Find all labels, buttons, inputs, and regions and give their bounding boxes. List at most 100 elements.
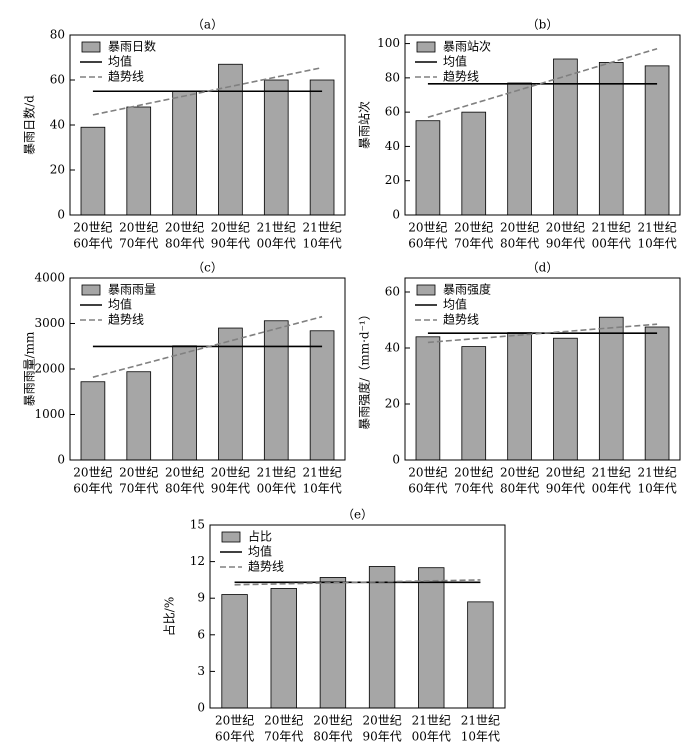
y-tick-label: 20 xyxy=(385,173,400,187)
bar xyxy=(553,337,578,461)
x-tick-label: 20世纪 xyxy=(313,714,352,728)
y-tick-label: 20 xyxy=(50,163,65,177)
bar xyxy=(126,371,152,461)
x-tick-label: 21世纪 xyxy=(637,466,676,480)
bar xyxy=(461,346,487,461)
legend-label: 均值 xyxy=(248,544,272,559)
y-tick-label: 0 xyxy=(392,453,400,467)
legend-label: 均值 xyxy=(108,54,132,69)
legend-label: 趋势线 xyxy=(443,313,479,327)
bar xyxy=(553,58,578,216)
plot-frame xyxy=(404,34,681,216)
bar xyxy=(172,90,197,216)
trend-line xyxy=(427,323,658,344)
x-tick-label: 21世纪 xyxy=(461,714,500,728)
y-axis-label: 占比/% xyxy=(162,597,177,636)
x-tick-label: 21世纪 xyxy=(302,466,341,480)
y-tick-label: 3 xyxy=(197,664,205,678)
x-tick-label: 20世纪 xyxy=(454,221,493,235)
y-tick-label: 40 xyxy=(385,341,400,355)
x-tick-label: 10年代 xyxy=(637,482,676,496)
y-tick-label: 15 xyxy=(190,518,205,532)
x-tick-label: 60年代 xyxy=(215,730,254,744)
legend-label: 趋势线 xyxy=(248,560,284,574)
bar xyxy=(467,601,494,709)
x-tick-label: 20世纪 xyxy=(211,221,250,235)
plot-frame xyxy=(209,524,506,709)
legend-label: 暴雨雨量 xyxy=(108,283,156,297)
y-tick-label: 60 xyxy=(50,73,65,87)
x-tick-label: 70年代 xyxy=(454,237,493,251)
bar xyxy=(126,106,152,216)
bar xyxy=(507,332,532,461)
y-tick-label: 0 xyxy=(57,208,65,222)
legend-label: 暴雨日数 xyxy=(108,39,156,54)
x-tick-label: 20世纪 xyxy=(119,466,158,480)
plot-frame xyxy=(404,277,681,461)
legend-swatch xyxy=(416,284,436,296)
legend-label: 趋势线 xyxy=(108,70,144,84)
bar xyxy=(80,381,106,461)
panel: （d） 暴雨强度/（mm·d⁻¹） 0 20 40 60 20世纪 60年代 20世纪 70年代 2… xyxy=(357,261,681,496)
x-tick-label: 90年代 xyxy=(211,482,250,496)
x-tick-label: 20世纪 xyxy=(362,714,401,728)
x-tick-label: 21世纪 xyxy=(592,221,631,235)
y-tick-label: 3000 xyxy=(34,316,65,330)
x-tick-label: 80年代 xyxy=(165,237,204,251)
x-tick-label: 70年代 xyxy=(119,482,158,496)
y-tick-label: 9 xyxy=(197,591,205,605)
y-tick-label: 4000 xyxy=(34,271,65,285)
x-tick-label: 90年代 xyxy=(546,237,585,251)
y-tick-label: 40 xyxy=(385,139,400,153)
bar xyxy=(263,79,289,216)
x-tick-label: 90年代 xyxy=(362,730,401,744)
x-tick-label: 20世纪 xyxy=(454,466,493,480)
x-tick-label: 21世纪 xyxy=(257,466,296,480)
trend-line xyxy=(92,66,323,116)
y-tick-label: 0 xyxy=(392,208,400,222)
bar xyxy=(270,588,297,709)
legend-label: 暴雨站次 xyxy=(443,40,491,54)
x-tick-label: 20世纪 xyxy=(546,221,585,235)
panel: （e） 占比/% 0 3 6 9 12 15 20世纪 60年代 20世纪 70年代 20世纪 80年代 2… xyxy=(162,508,506,744)
x-tick-label: 10年代 xyxy=(302,237,341,251)
panel-title: （e） xyxy=(342,508,373,522)
x-tick-label: 10年代 xyxy=(461,730,500,744)
x-tick-label: 20世纪 xyxy=(165,466,204,480)
bar xyxy=(172,345,197,461)
x-tick-label: 21世纪 xyxy=(257,221,296,235)
bar xyxy=(368,566,396,709)
x-tick-label: 80年代 xyxy=(500,237,539,251)
y-tick-label: 80 xyxy=(50,28,65,42)
x-tick-label: 20世纪 xyxy=(408,466,447,480)
y-tick-label: 12 xyxy=(190,554,205,568)
x-tick-label: 00年代 xyxy=(257,237,296,251)
x-tick-label: 80年代 xyxy=(165,482,204,496)
y-tick-label: 80 xyxy=(385,70,400,84)
y-axis-label: 暴雨日数/d xyxy=(22,95,37,155)
y-tick-label: 20 xyxy=(385,397,400,411)
panel: （a） 暴雨日数/d 0 20 40 60 80 20世纪 60年代 20世纪 70年代 20世纪 80… xyxy=(22,18,346,251)
plot-frame xyxy=(69,34,346,216)
x-tick-label: 20世纪 xyxy=(408,221,447,235)
legend-label: 趋势线 xyxy=(108,313,144,327)
legend-label: 均值 xyxy=(443,54,467,69)
bar xyxy=(80,126,106,216)
x-tick-label: 10年代 xyxy=(637,237,676,251)
legend-label: 均值 xyxy=(443,297,467,312)
x-tick-label: 21世纪 xyxy=(637,221,676,235)
y-tick-label: 60 xyxy=(385,105,400,119)
trend-line xyxy=(427,47,658,119)
bar xyxy=(644,326,670,461)
panel: （c） 暴雨雨量/mm 0 1000 2000 3000 4000 20世纪 60年代 20世纪 7… xyxy=(23,261,346,496)
x-tick-label: 00年代 xyxy=(257,482,296,496)
x-tick-label: 80年代 xyxy=(500,482,539,496)
bar xyxy=(221,594,248,709)
x-tick-label: 20世纪 xyxy=(264,714,303,728)
bar xyxy=(309,330,335,461)
x-tick-label: 20世纪 xyxy=(500,221,539,235)
bar xyxy=(415,336,441,461)
x-tick-label: 10年代 xyxy=(302,482,341,496)
bar xyxy=(263,320,289,461)
y-axis-label: 暴雨站次 xyxy=(358,101,372,149)
